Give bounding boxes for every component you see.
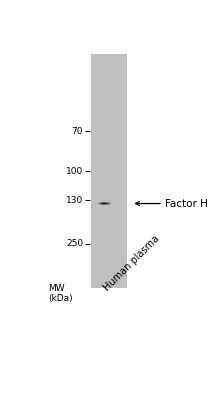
Bar — [99, 202, 100, 203]
Bar — [102, 202, 103, 203]
Bar — [107, 202, 109, 203]
Bar — [110, 202, 111, 203]
Text: Human plasma: Human plasma — [102, 233, 161, 293]
Bar — [105, 203, 107, 204]
Bar — [103, 204, 105, 205]
Text: 70: 70 — [72, 127, 83, 136]
Bar — [98, 203, 99, 204]
Bar — [100, 203, 101, 204]
Bar — [103, 202, 105, 203]
Bar — [104, 204, 106, 205]
Bar — [91, 54, 127, 288]
Bar — [111, 203, 112, 204]
Bar — [104, 203, 106, 204]
Bar — [106, 204, 108, 205]
Bar — [105, 201, 107, 202]
Text: 100: 100 — [66, 167, 83, 176]
Bar — [107, 202, 109, 203]
Bar — [105, 202, 107, 203]
Bar — [101, 203, 102, 204]
Bar — [109, 202, 110, 203]
Bar — [101, 202, 102, 203]
Bar — [103, 203, 105, 204]
Bar — [110, 202, 111, 203]
Bar — [103, 203, 105, 204]
Bar — [104, 202, 106, 203]
Bar — [98, 202, 99, 203]
Text: Factor H: Factor H — [165, 198, 208, 208]
Text: 250: 250 — [66, 239, 83, 248]
Bar — [105, 204, 107, 205]
Bar — [100, 202, 101, 203]
Bar — [100, 203, 101, 204]
Bar — [99, 202, 100, 203]
Bar — [101, 204, 102, 205]
Text: MW
(kDa): MW (kDa) — [48, 284, 73, 303]
Bar — [101, 202, 102, 203]
Bar — [105, 203, 107, 204]
Bar — [98, 203, 99, 204]
Bar — [109, 203, 110, 204]
Bar — [106, 203, 108, 204]
Bar — [110, 203, 111, 204]
Bar — [102, 203, 103, 204]
Bar — [103, 204, 105, 205]
Bar — [105, 202, 107, 203]
Bar — [99, 203, 100, 204]
Bar — [102, 203, 103, 204]
Bar — [104, 202, 106, 203]
Bar — [102, 204, 103, 205]
Bar — [107, 203, 109, 204]
Bar — [107, 204, 109, 205]
Bar — [102, 201, 103, 202]
Bar — [109, 202, 110, 203]
Bar — [106, 202, 108, 203]
Bar — [107, 203, 109, 204]
Bar — [109, 203, 110, 204]
Bar — [97, 203, 98, 204]
Bar — [102, 202, 103, 203]
Bar — [99, 203, 100, 204]
Bar — [98, 202, 99, 203]
Bar — [105, 204, 107, 205]
Bar — [106, 202, 108, 203]
Bar — [103, 201, 105, 202]
Bar — [102, 204, 103, 205]
Bar — [104, 204, 106, 205]
Bar — [110, 203, 111, 204]
Bar — [101, 203, 102, 204]
Bar — [104, 203, 106, 204]
Bar — [100, 204, 101, 205]
Bar — [103, 202, 105, 203]
Bar — [100, 202, 101, 203]
Bar — [104, 201, 106, 202]
Text: 130: 130 — [66, 196, 83, 205]
Bar — [106, 203, 108, 204]
